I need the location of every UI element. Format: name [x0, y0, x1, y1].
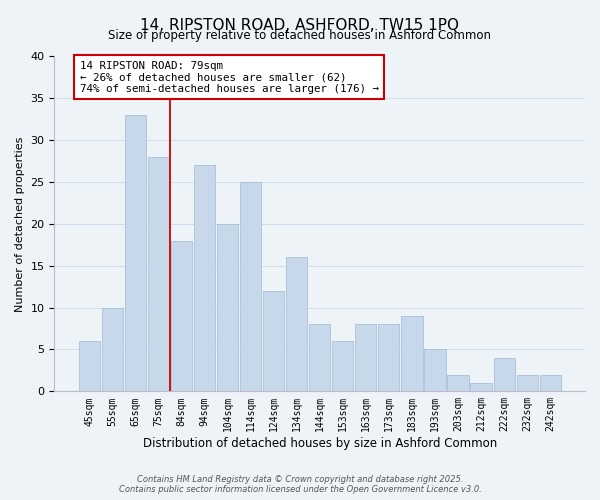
Bar [448, 374, 469, 392]
Bar [286, 258, 307, 392]
Bar [309, 324, 331, 392]
Bar [171, 240, 192, 392]
Bar [79, 341, 100, 392]
Text: 14, RIPSTON ROAD, ASHFORD, TW15 1PQ: 14, RIPSTON ROAD, ASHFORD, TW15 1PQ [140, 18, 460, 32]
Bar [194, 166, 215, 392]
Bar [125, 115, 146, 392]
Bar [470, 383, 492, 392]
Bar [424, 350, 446, 392]
Bar [539, 374, 561, 392]
Text: Size of property relative to detached houses in Ashford Common: Size of property relative to detached ho… [109, 29, 491, 42]
Bar [217, 224, 238, 392]
Bar [401, 316, 422, 392]
Text: Contains HM Land Registry data © Crown copyright and database right 2025.
Contai: Contains HM Land Registry data © Crown c… [119, 474, 481, 494]
Bar [240, 182, 261, 392]
Bar [494, 358, 515, 392]
X-axis label: Distribution of detached houses by size in Ashford Common: Distribution of detached houses by size … [143, 437, 497, 450]
Bar [263, 291, 284, 392]
Bar [101, 308, 123, 392]
Bar [517, 374, 538, 392]
Bar [378, 324, 400, 392]
Bar [148, 157, 169, 392]
Text: 14 RIPSTON ROAD: 79sqm
← 26% of detached houses are smaller (62)
74% of semi-det: 14 RIPSTON ROAD: 79sqm ← 26% of detached… [80, 60, 379, 94]
Bar [355, 324, 376, 392]
Bar [332, 341, 353, 392]
Y-axis label: Number of detached properties: Number of detached properties [15, 136, 25, 312]
